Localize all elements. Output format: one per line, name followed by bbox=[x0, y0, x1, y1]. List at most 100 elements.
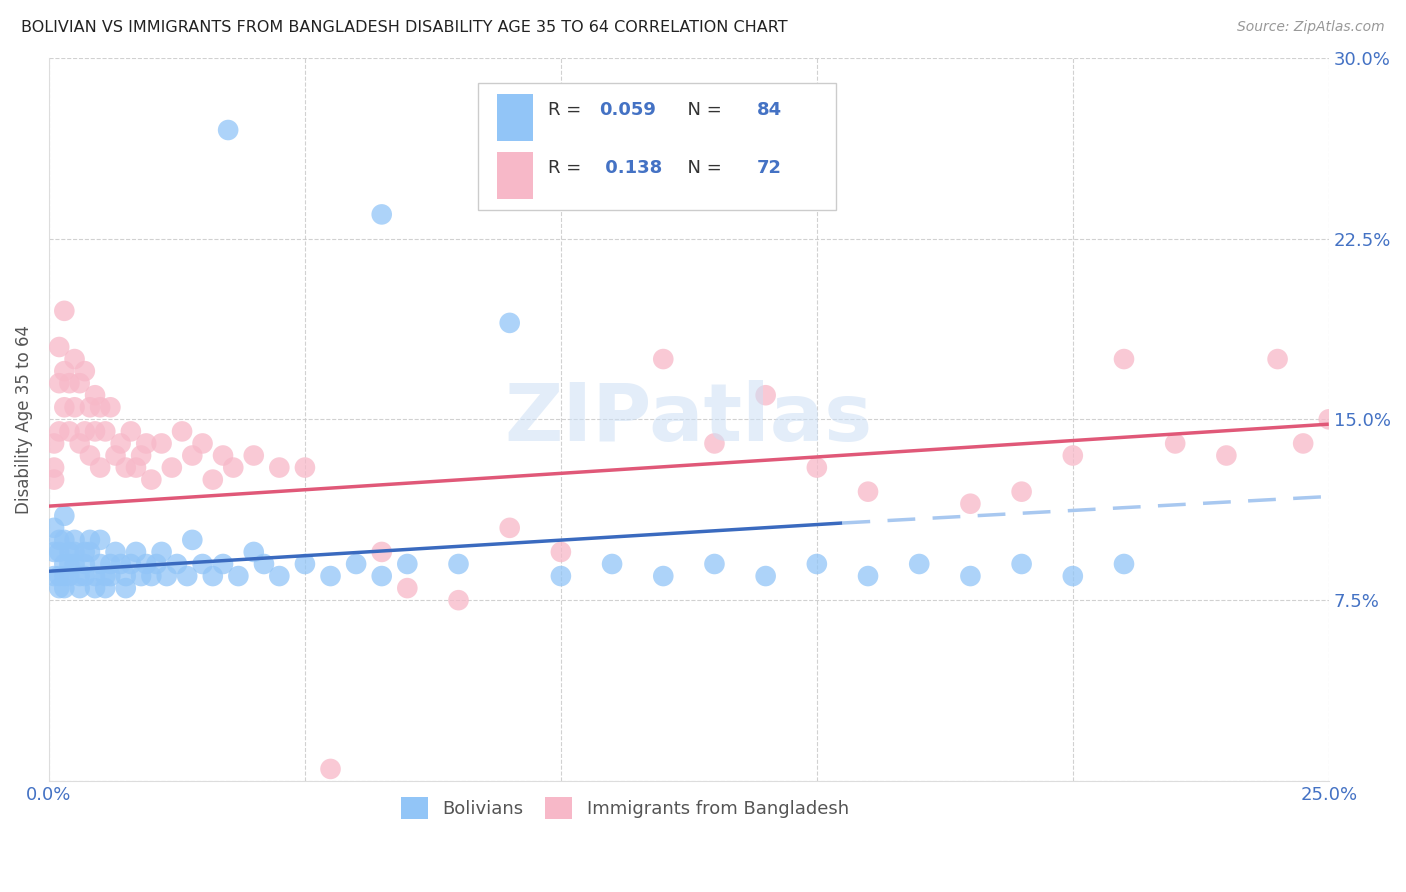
Point bbox=[217, 123, 239, 137]
Point bbox=[120, 557, 142, 571]
Point bbox=[110, 557, 132, 571]
Text: R =: R = bbox=[548, 159, 588, 177]
Point bbox=[100, 569, 122, 583]
Point bbox=[69, 376, 91, 391]
Point bbox=[63, 557, 86, 571]
Point bbox=[499, 316, 522, 330]
Point bbox=[73, 545, 96, 559]
Point bbox=[294, 460, 316, 475]
Point bbox=[447, 557, 470, 571]
Point bbox=[104, 545, 127, 559]
Point bbox=[222, 460, 245, 475]
Point bbox=[48, 581, 70, 595]
Text: 84: 84 bbox=[756, 101, 782, 120]
Text: Source: ZipAtlas.com: Source: ZipAtlas.com bbox=[1237, 20, 1385, 34]
Point bbox=[242, 545, 264, 559]
Point bbox=[150, 545, 173, 559]
Point bbox=[69, 569, 91, 583]
Point bbox=[84, 581, 107, 595]
Text: N =: N = bbox=[676, 101, 727, 120]
Bar bbox=[496, 152, 533, 199]
Point bbox=[53, 569, 76, 583]
Point bbox=[79, 545, 101, 559]
Point bbox=[253, 557, 276, 571]
Point bbox=[806, 557, 828, 571]
Point bbox=[110, 436, 132, 450]
Point bbox=[73, 569, 96, 583]
Point bbox=[191, 436, 214, 450]
Point bbox=[396, 581, 419, 595]
Point bbox=[100, 401, 122, 415]
Point bbox=[53, 303, 76, 318]
Point bbox=[550, 545, 572, 559]
Point bbox=[79, 533, 101, 547]
Point bbox=[89, 460, 111, 475]
Point bbox=[42, 460, 65, 475]
Point bbox=[156, 569, 179, 583]
Point bbox=[79, 449, 101, 463]
Point bbox=[120, 425, 142, 439]
Point bbox=[242, 449, 264, 463]
Point bbox=[703, 436, 725, 450]
Point bbox=[73, 364, 96, 378]
Point bbox=[53, 401, 76, 415]
Point bbox=[73, 557, 96, 571]
Point bbox=[114, 581, 136, 595]
Point bbox=[48, 533, 70, 547]
Point bbox=[1317, 412, 1340, 426]
Text: BOLIVIAN VS IMMIGRANTS FROM BANGLADESH DISABILITY AGE 35 TO 64 CORRELATION CHART: BOLIVIAN VS IMMIGRANTS FROM BANGLADESH D… bbox=[21, 20, 787, 35]
Point bbox=[114, 569, 136, 583]
Point bbox=[191, 557, 214, 571]
Point bbox=[48, 425, 70, 439]
Point bbox=[48, 340, 70, 354]
Point bbox=[181, 533, 204, 547]
Point bbox=[370, 545, 392, 559]
Point bbox=[48, 376, 70, 391]
Point bbox=[212, 449, 235, 463]
Point bbox=[53, 533, 76, 547]
Point bbox=[755, 388, 778, 402]
Point bbox=[84, 388, 107, 402]
Point bbox=[58, 557, 80, 571]
Point bbox=[104, 449, 127, 463]
Point bbox=[141, 569, 163, 583]
Point bbox=[166, 557, 188, 571]
Point bbox=[145, 557, 167, 571]
Point bbox=[73, 425, 96, 439]
Point bbox=[160, 460, 183, 475]
Point bbox=[447, 593, 470, 607]
Point bbox=[600, 557, 623, 571]
Point bbox=[69, 581, 91, 595]
Point bbox=[1112, 352, 1135, 367]
Point bbox=[63, 533, 86, 547]
Point bbox=[42, 436, 65, 450]
Point bbox=[89, 533, 111, 547]
Legend: Bolivians, Immigrants from Bangladesh: Bolivians, Immigrants from Bangladesh bbox=[394, 789, 856, 826]
Point bbox=[53, 508, 76, 523]
Point bbox=[370, 569, 392, 583]
Point bbox=[42, 545, 65, 559]
Point bbox=[58, 376, 80, 391]
Point bbox=[1062, 449, 1084, 463]
Text: 72: 72 bbox=[756, 159, 782, 177]
Point bbox=[135, 557, 157, 571]
Point bbox=[94, 581, 117, 595]
Point bbox=[1062, 569, 1084, 583]
Point bbox=[100, 557, 122, 571]
Point bbox=[170, 425, 193, 439]
Point bbox=[294, 557, 316, 571]
Point bbox=[1215, 449, 1237, 463]
Point bbox=[396, 557, 419, 571]
Point bbox=[58, 425, 80, 439]
Point bbox=[856, 569, 879, 583]
Text: N =: N = bbox=[676, 159, 727, 177]
Point bbox=[344, 557, 367, 571]
Point bbox=[94, 569, 117, 583]
Point bbox=[58, 569, 80, 583]
Point bbox=[84, 569, 107, 583]
Point bbox=[42, 473, 65, 487]
Point bbox=[89, 557, 111, 571]
Point bbox=[135, 436, 157, 450]
Point bbox=[1011, 557, 1033, 571]
Point bbox=[499, 521, 522, 535]
